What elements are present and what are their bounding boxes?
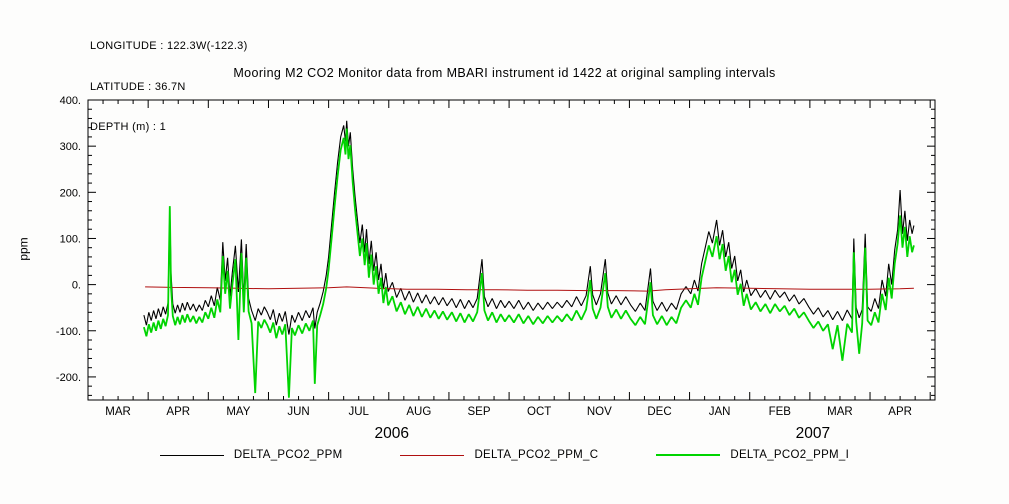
legend-line-swatch-green <box>656 454 721 456</box>
year-label: 2006 <box>375 425 409 442</box>
series-line-delta_pco2_ppm_c <box>145 286 914 292</box>
series-line-delta_pco2_ppm_i <box>143 128 915 398</box>
month-label: DEC <box>647 406 671 418</box>
y-tick-label: 200. <box>60 187 81 199</box>
latitude-text: LATITUDE : 36.7N <box>90 80 186 93</box>
legend: DELTA_PCO2_PPM DELTA_PCO2_PPM_C DELTA_PC… <box>0 449 1009 461</box>
month-label: APR <box>166 406 190 418</box>
y-tick-label: -100. <box>56 326 81 338</box>
legend-line-swatch-red <box>400 454 465 456</box>
month-label: NOV <box>587 406 612 418</box>
legend-line-swatch-black <box>159 454 224 456</box>
series-line-delta_pco2_ppm <box>143 120 915 335</box>
month-label: JUN <box>287 406 309 418</box>
month-label: SEP <box>468 406 491 418</box>
station-info: LONGITUDE : 122.3W(-122.3) LATITUDE : 36… <box>90 13 248 162</box>
month-label: AUG <box>406 406 431 418</box>
y-tick-label: 400. <box>60 95 81 107</box>
month-label: MAY <box>226 406 250 418</box>
year-label: 2007 <box>796 425 830 442</box>
y-tick-label: -200. <box>56 372 81 384</box>
legend-label: DELTA_PCO2_PPM_I <box>730 449 850 461</box>
legend-label: DELTA_PCO2_PPM <box>233 449 343 461</box>
month-label: JUL <box>348 406 369 418</box>
month-label: JAN <box>709 406 731 418</box>
month-label: OCT <box>527 406 551 418</box>
chart-title: Mooring M2 CO2 Monitor data from MBARI i… <box>233 66 776 80</box>
depth-text: DEPTH (m) : 1 <box>90 121 167 133</box>
month-label: MAR <box>105 406 131 418</box>
legend-label: DELTA_PCO2_PPM_C <box>474 449 599 461</box>
legend-item-delta-pco2-ppm: DELTA_PCO2_PPM <box>159 449 343 461</box>
month-label: FEB <box>769 406 792 418</box>
plot-frame <box>87 99 936 401</box>
y-tick-label: 300. <box>60 141 81 153</box>
month-label: MAR <box>827 406 853 418</box>
legend-item-delta-pco2-ppm-i: DELTA_PCO2_PPM_I <box>656 449 849 461</box>
legend-item-delta-pco2-ppm-c: DELTA_PCO2_PPM_C <box>400 449 598 461</box>
month-label: APR <box>888 406 912 418</box>
y-tick-label: 0. <box>72 280 81 292</box>
longitude-text: LONGITUDE : 122.3W(-122.3) <box>90 40 248 52</box>
y-tick-label: 100. <box>60 233 81 245</box>
